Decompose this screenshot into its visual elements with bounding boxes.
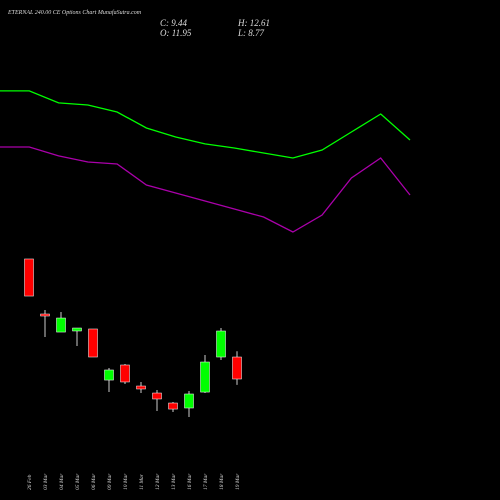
candle-body [88,328,98,358]
candle-body [216,330,226,358]
info-close: C: 9.44 [160,18,188,28]
info-open: O: 11.95 [160,28,192,38]
x-tick-label: 13 Mar [171,473,177,490]
x-tick-label: 18 Mar [219,473,225,490]
candle-body [72,327,82,332]
x-tick-label: 10 Mar [123,473,129,490]
candle-body [184,393,194,409]
x-tick-label: 03 Mar [43,473,49,490]
candle-body [200,361,210,393]
x-tick-label: 11 Mar [139,473,145,490]
info-high: H: 12.61 [237,18,270,28]
indicator-line [0,90,411,159]
x-tick-label: 19 Mar [235,473,241,490]
info-low: L: 8.77 [237,28,265,38]
candle-body [232,356,242,380]
x-tick-label: 16 Mar [187,473,193,490]
indicator-line [0,146,411,233]
candle-body [104,369,114,381]
candle-body [152,392,162,400]
x-tick-label: 26 Feb [27,474,33,490]
candle-body [56,317,66,333]
candle-body [24,258,34,297]
x-tick-label: 04 Mar [58,473,65,490]
candle-body [136,385,146,390]
x-tick-label: 09 Mar [107,473,113,490]
candle-body [168,402,178,410]
x-tick-label: 06 Mar [91,473,97,490]
x-tick-label: 12 Mar [155,473,161,490]
candle-body [120,364,130,383]
x-tick-label: 05 Mar [75,473,81,490]
x-tick-label: 17 Mar [203,473,209,490]
chart-title: ETERNAL 240.00 CE Options Chart MunafaSu… [7,9,142,16]
candle-body [40,313,50,317]
